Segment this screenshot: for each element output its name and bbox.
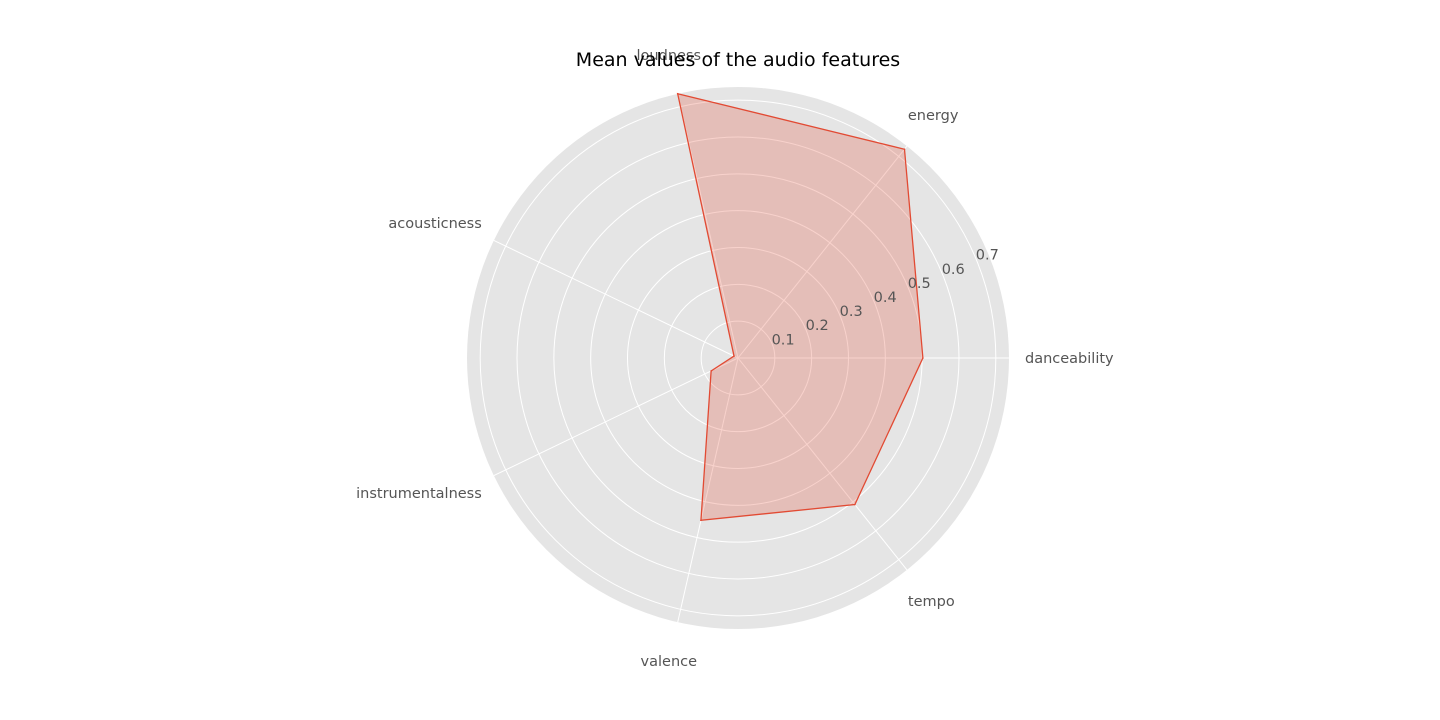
category-label-valence: valence xyxy=(641,654,698,670)
data-point-energy xyxy=(903,148,906,151)
category-label-instrumentalness: instrumentalness xyxy=(356,486,482,502)
data-point-danceability xyxy=(922,357,924,359)
radial-tick-labels: 0.1 0.2 0.3 0.4 0.5 0.6 0.7 xyxy=(772,248,999,349)
category-labels: danceability energy loudness acousticness in… xyxy=(356,48,1114,670)
radial-tick-label-0: 0.1 xyxy=(772,332,795,348)
spoke-valence xyxy=(677,357,739,623)
data-point-loudness xyxy=(676,92,679,95)
radial-tick-label-6: 0.7 xyxy=(976,248,999,264)
radial-tick-label-2: 0.3 xyxy=(840,304,863,320)
radial-tick-label-5: 0.6 xyxy=(942,262,965,278)
data-point-tempo xyxy=(854,503,856,506)
chart-title: Mean values of the audio features xyxy=(576,49,900,71)
spoke-instrumentalness xyxy=(493,357,739,477)
category-label-tempo: tempo xyxy=(908,594,955,610)
spoke-energy xyxy=(737,145,908,359)
spoke-acousticness xyxy=(493,239,739,359)
category-label-energy: energy xyxy=(908,108,959,124)
data-point-valence xyxy=(700,519,702,522)
data-point-instrumentalness xyxy=(710,370,712,372)
series-layer xyxy=(676,92,924,522)
radial-tick-label-4: 0.5 xyxy=(908,276,931,292)
category-label-acousticness: acousticness xyxy=(388,216,481,232)
series-area-0 xyxy=(677,93,923,521)
spoke-tempo xyxy=(737,357,908,571)
category-label-danceability: danceability xyxy=(1025,351,1114,367)
radial-tick-label-1: 0.2 xyxy=(806,318,829,334)
radial-tick-label-3: 0.4 xyxy=(874,290,897,306)
data-point-acousticness xyxy=(733,355,735,357)
series-line-0 xyxy=(676,92,924,522)
category-label-loudness: loudness xyxy=(637,48,702,64)
